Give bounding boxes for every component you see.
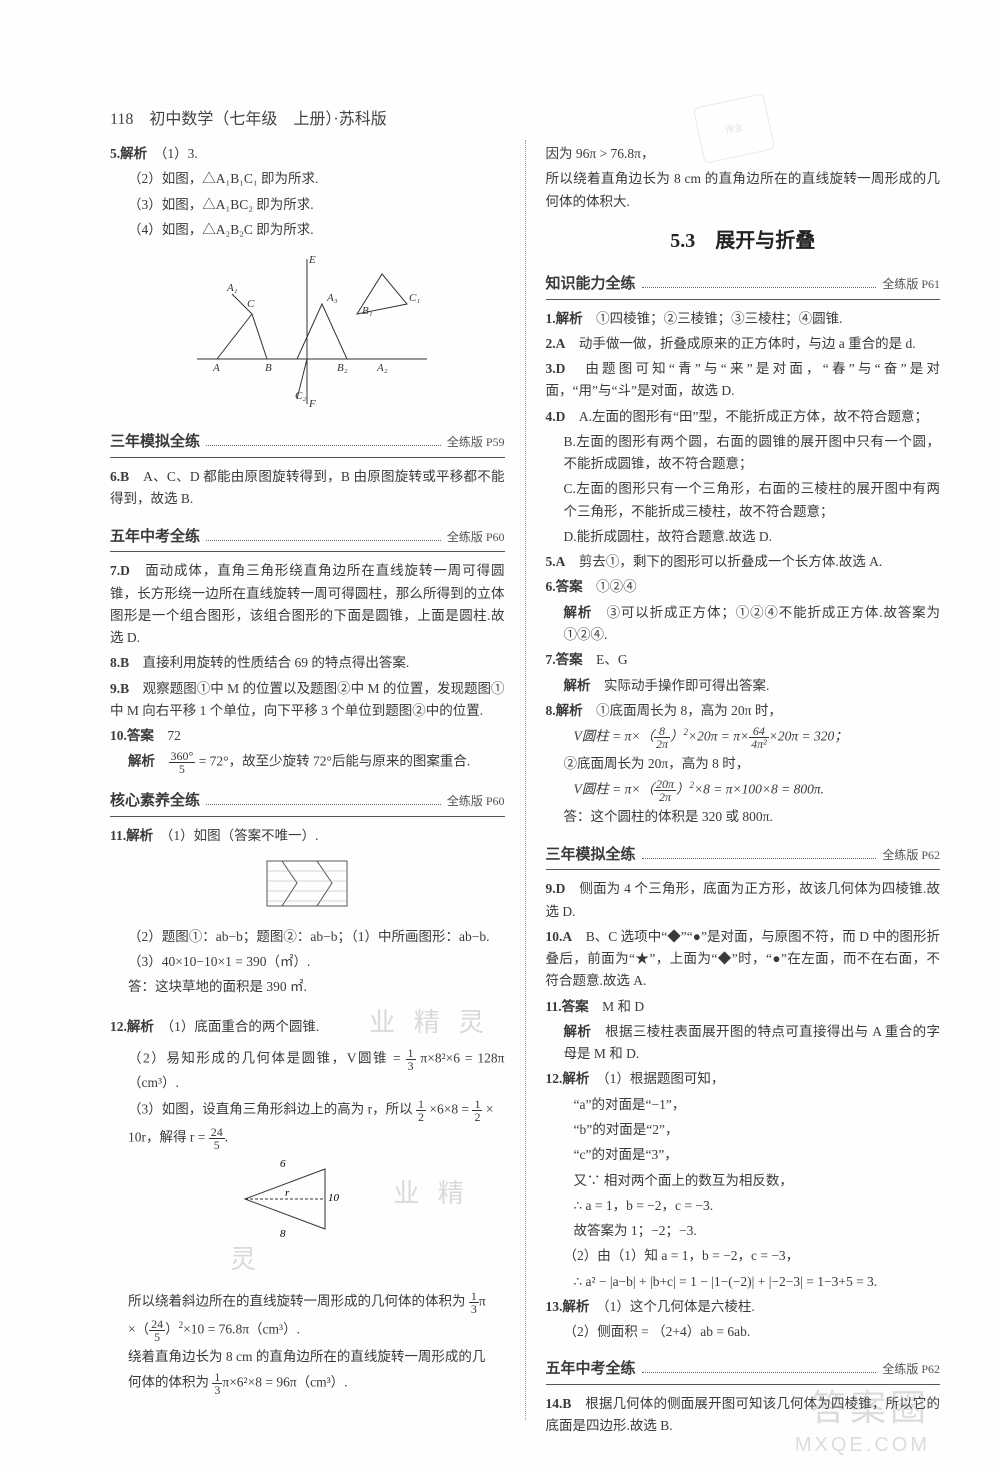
rq6: 6.答案 ①②④ (546, 576, 941, 598)
rq4c: C.左面的图形只有一个三角形，右面的三棱柱的展开图中有两个三角形，不能折成三棱柱… (546, 478, 941, 523)
q5-p3: （3）如图，△A₁BC₂ 即为所求. (110, 194, 505, 216)
q11-figure (110, 856, 505, 918)
left-column: 5.解析 （1）3. （2）如图，△A₁B₁C₁ 即为所求. （3）如图，△A₁… (110, 140, 505, 1420)
svg-text:A: A (212, 362, 220, 374)
q7: 7.D 面动成体，直角三角形绕直角边所在直线旋转一周可得圆锥，长方形绕一边所在直… (110, 560, 505, 649)
q11-p4: 答：这块草地的面积是 390 ㎡. (110, 976, 505, 998)
rq2: 2.A 动手做一做，折叠成原来的正方体时，与边 a 重合的是 d. (546, 333, 941, 355)
r-top2: 所以绕着直角边长为 8 cm 的直角边所在的直线旋转一周形成的几何体的体积大. (546, 168, 941, 213)
svg-text:A₁: A₁ (226, 282, 238, 294)
rq9: 9.D 侧面为 4 个三角形，底面为正方形，故该几何体为四棱锥.故选 D. (546, 878, 941, 923)
columns: 5.解析 （1）3. （2）如图，△A₁B₁C₁ 即为所求. （3）如图，△A₁… (110, 140, 940, 1420)
sec-knowledge: 知识能力全练全练版 P61 (546, 272, 941, 300)
svg-text:E: E (308, 254, 316, 266)
q5-p4: （4）如图，△A₂B₂C 即为所求. (110, 219, 505, 241)
rq11: 11.答案 M 和 D (546, 996, 941, 1018)
right-column: 因为 96π > 76.8π， 所以绕着直角边长为 8 cm 的直角边所在的直线… (546, 140, 941, 1420)
svg-text:8: 8 (280, 1228, 286, 1239)
r-sec3: 三年模拟全练全练版 P62 (546, 843, 941, 871)
svg-text:B₂: B₂ (337, 362, 348, 374)
rq11e: 解析 根据三棱柱表面展开图的特点可直接得出与 A 重合的字母是 M 和 D. (546, 1021, 941, 1066)
rq12p7: 故答案为 1；−2；−3. (546, 1220, 941, 1242)
q6: 6.B A、C、D 都能由原图旋转得到，B 由原图旋转或平移都不能得到，故选 B… (110, 466, 505, 511)
rq4d: D.能折成圆柱，故符合题意.故选 D. (546, 526, 941, 548)
sec-3yr: 三年模拟全练全练版 P59 (110, 430, 505, 458)
rq12p9: ∴ a² − |a−b| + |b+c| = 1 − |1−(−2)| + |−… (546, 1271, 941, 1293)
rq8p3: 答：这个圆柱的体积是 320 或 800π. (546, 806, 941, 828)
rq12: 12.解析 （1）根据题图可知， (546, 1068, 941, 1090)
rq8p2: ②底面周长为 20π，高为 8 时， (546, 753, 941, 775)
rq3: 3.D 由题图可知“青”与“来”是对面，“春”与“奋”是对面，“用”与“斗”是对… (546, 358, 941, 403)
svg-text:10: 10 (328, 1192, 340, 1204)
q5-figure: A B B₂ A₂ C A₁ E F A₃ B₁ C₁ C₂ (110, 249, 505, 416)
q12-p8: 何体的体积为 13π×6²×8 = 96π（cm³）. (110, 1371, 505, 1396)
watermark-en: MXQE.COM (795, 1434, 930, 1457)
q12-p6: ×（245）2×10 = 76.8π（cm³）. (110, 1318, 505, 1343)
svg-text:C₁: C₁ (409, 292, 420, 304)
rq4b: B.左面的图形有两个圆，右面的圆锥的展开图中只有一个圆，不能折成圆锥，故不符合题… (546, 431, 941, 476)
rq13p2: （2）侧面积 = （2+4）ab = 6ab. (546, 1321, 941, 1343)
rq12p3: “b”的对面是“2”， (546, 1119, 941, 1141)
q10-ans: 10.答案 72 (110, 725, 505, 747)
q12-figure: 6 8 10 r 业 精 灵 (110, 1159, 505, 1282)
rq12p6: ∴ a = 1，b = −2，c = −3. (546, 1195, 941, 1217)
svg-text:B: B (265, 362, 272, 374)
svg-text:A₃: A₃ (326, 292, 338, 304)
svg-text:B₁: B₁ (362, 305, 373, 317)
rq10: 10.A B、C 选项中“◆”“●”是对面，与原图不符，而 D 中的图形折叠后，… (546, 926, 941, 993)
svg-text:A₂: A₂ (376, 362, 388, 374)
rq4: 4.D A.左面的图形有“田”型，不能折成正方体，故不符合题意； (546, 406, 941, 428)
section-title: 5.3 展开与折叠 (546, 225, 941, 258)
q12-p5: 所以绕着斜边所在的直线旋转一周形成的几何体的体积为 13π (110, 1290, 505, 1315)
q11-label: 11.解析 （1）如图（答案不唯一）. (110, 825, 505, 847)
q12-p3: （3）如图，设直角三角形斜边上的高为 r，所以 12 ×6×8 = 12 × (110, 1098, 505, 1123)
sec-core: 核心素养全练全练版 P60 (110, 789, 505, 817)
rq8: 8.解析 ①底面周长为 8，高为 20π 时， (546, 700, 941, 722)
rq8f1: V圆柱 = π×（82π）2×20π = π×644π²×20π = 320； (546, 725, 941, 750)
svg-text:C: C (247, 298, 255, 310)
rq1: 1.解析 ①四棱锥；②三棱锥；③三棱柱；④圆锥. (546, 308, 941, 330)
q5-label: 5.解析 （1）3. (110, 143, 505, 165)
rq6e: 解析 ③可以折成正方体；①②④不能折成正方体.故答案为①②④. (546, 602, 941, 647)
rq12p2: “a”的对面是“−1”， (546, 1094, 941, 1116)
rq13: 13.解析 （1）这个几何体是六棱柱. (546, 1296, 941, 1318)
rq7e: 解析 实际动手操作即可得出答案. (546, 675, 941, 697)
sec-5yr: 五年中考全练全练版 P60 (110, 525, 505, 553)
rq12p8: （2）由（1）知 a = 1，b = −2，c = −3， (546, 1245, 941, 1267)
page-header: 118 初中数学（七年级 上册）·苏科版 (110, 105, 387, 129)
q12-label: 12.解析 （1）底面重合的两个圆锥.业 精 灵 (110, 1002, 505, 1045)
rq12p4: “c”的对面是“3”， (546, 1144, 941, 1166)
q11-p3: （3）40×10−10×1 = 390（㎡）. (110, 951, 505, 973)
q11-p2: （2）题图①：ab−b；题图②：ab−b；（1）中所画图形：ab−b. (110, 926, 505, 948)
rq12p5: 又∵ 相对两个面上的数互为相反数， (546, 1170, 941, 1192)
svg-text:F: F (308, 398, 316, 409)
rq7: 7.答案 E、G (546, 649, 941, 671)
rq5: 5.A 剪去①，剩下的图形可以折叠成一个长方体.故选 A. (546, 551, 941, 573)
watermark-cn: 答案圈 (810, 1379, 930, 1431)
q9: 9.B 观察题图①中 M 的位置以及题图②中 M 的位置，发现题图①中 M 向右… (110, 678, 505, 723)
svg-text:6: 6 (280, 1159, 286, 1170)
q10-exp: 解析 360°5 = 72°，故至少旋转 72°后能与原来的图案重合. (110, 750, 505, 775)
column-divider (525, 140, 526, 1420)
q8: 8.B 直接利用旋转的性质结合 69 的特点得出答案. (110, 652, 505, 674)
q12-p4: 10r，解得 r = 245. (110, 1126, 505, 1151)
page: 118 初中数学（七年级 上册）·苏科版 作业 5.解析 （1）3. （2）如图… (0, 0, 1000, 1471)
svg-text:r: r (285, 1187, 290, 1199)
svg-text:C₂: C₂ (295, 390, 306, 402)
q12-p7: 绕着直角边长为 8 cm 的直角边所在的直线旋转一周形成的几 (110, 1346, 505, 1368)
q12-p2: （2）易知形成的几何体是圆锥，V圆锥 = 13 π×8²×6 = 128π（cm… (110, 1047, 505, 1094)
rq8f2: V圆柱 = π×（20π2π）2×8 = π×100×8 = 800π. (546, 778, 941, 803)
q5-p2: （2）如图，△A₁B₁C₁ 即为所求. (110, 168, 505, 190)
